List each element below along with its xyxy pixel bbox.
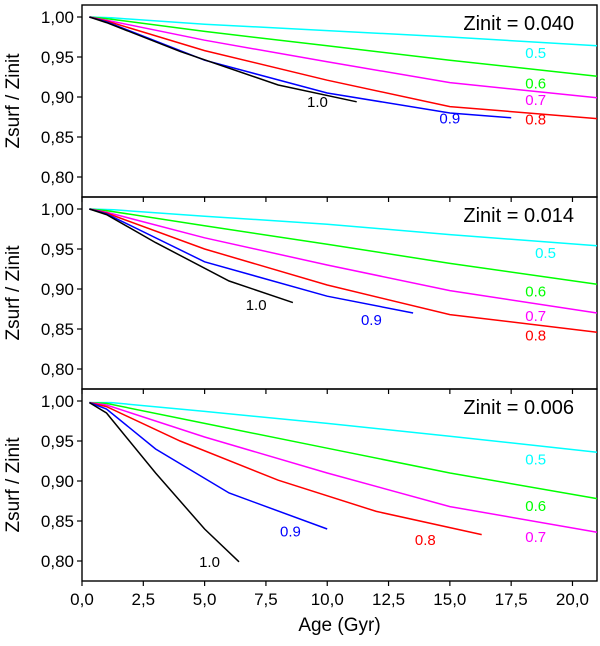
y-tick-label: 0,95 bbox=[41, 240, 74, 259]
y-tick-label: 0,85 bbox=[41, 512, 74, 531]
series-line-0-9 bbox=[89, 401, 328, 530]
series-line-1-0 bbox=[89, 16, 357, 103]
panel-frame bbox=[81, 388, 598, 582]
series-label-0-7: 0.7 bbox=[525, 308, 546, 325]
x-axis-label: Age (Gyr) bbox=[298, 615, 380, 636]
series-line-0-5 bbox=[89, 401, 598, 453]
y-tick-label: 0,80 bbox=[41, 360, 74, 379]
x-tick-label: 10,0 bbox=[311, 590, 344, 609]
series-line-0-6 bbox=[89, 208, 598, 285]
series-line-0-9 bbox=[89, 16, 512, 119]
y-axis-label: Zsurf / Zinit bbox=[3, 53, 24, 149]
y-tick-label: 0,85 bbox=[41, 128, 74, 147]
series-label-0-8: 0.8 bbox=[525, 327, 546, 344]
series-label-0-7: 0.7 bbox=[525, 529, 546, 546]
y-tick-label: 0,90 bbox=[41, 280, 74, 299]
series-label-0-5: 0.5 bbox=[525, 45, 546, 62]
series-label-0-6: 0.6 bbox=[525, 498, 546, 515]
series-label-0-5: 0.5 bbox=[525, 451, 546, 468]
x-tick-label: 20,0 bbox=[556, 590, 589, 609]
x-tick-label: 0,0 bbox=[70, 590, 94, 609]
y-tick-label: 0,90 bbox=[41, 88, 74, 107]
panel-title: Zinit = 0.040 bbox=[463, 13, 574, 35]
series-label-1-0: 1.0 bbox=[307, 94, 328, 111]
y-tick-label: 1,00 bbox=[41, 8, 74, 27]
y-tick-label: 0,80 bbox=[41, 552, 74, 571]
y-tick-label: 0,90 bbox=[41, 472, 74, 491]
y-tick-label: 1,00 bbox=[41, 392, 74, 411]
y-tick-label: 0,95 bbox=[41, 48, 74, 67]
x-tick-label: 2,5 bbox=[131, 590, 155, 609]
panel-1: 0,80 0,85 0,90 0,95 1,00 Zsurf / Zinit Zinit =… bbox=[3, 4, 598, 202]
panel-3: 0,80 0,85 0,90 0,95 1,00 Zsurf / Zinit Zinit =… bbox=[3, 388, 598, 586]
x-tick-label: 5,0 bbox=[193, 590, 217, 609]
series-label-0-9: 0.9 bbox=[280, 523, 301, 540]
series-line-0-8 bbox=[89, 401, 482, 536]
series-label-0-6: 0.6 bbox=[525, 75, 546, 92]
y-tick-label: 0,80 bbox=[41, 168, 74, 187]
series-line-1-0 bbox=[89, 401, 240, 563]
series-label-0-8: 0.8 bbox=[415, 532, 436, 549]
series-label-0-9: 0.9 bbox=[361, 312, 382, 329]
series-line-1-0 bbox=[89, 208, 294, 304]
y-axis-label: Zsurf / Zinit bbox=[3, 437, 24, 533]
series-label-1-0: 1.0 bbox=[199, 554, 220, 571]
y-tick-label: 1,00 bbox=[41, 200, 74, 219]
series-label-0-9: 0.9 bbox=[439, 111, 460, 128]
x-tick-label: 12,5 bbox=[372, 590, 405, 609]
y-tick-label: 0,95 bbox=[41, 432, 74, 451]
series-label-0-7: 0.7 bbox=[525, 92, 546, 109]
x-tick-label: 15,0 bbox=[433, 590, 466, 609]
y-tick-label: 0,85 bbox=[41, 320, 74, 339]
series-line-0-5 bbox=[89, 208, 598, 247]
series-line-0-6 bbox=[89, 401, 598, 500]
series-label-0-8: 0.8 bbox=[525, 111, 546, 128]
series-label-0-5: 0.5 bbox=[535, 245, 556, 262]
panel-title: Zinit = 0.006 bbox=[463, 397, 574, 419]
x-tick-label: 7,5 bbox=[254, 590, 278, 609]
series-line-0-6 bbox=[89, 16, 598, 77]
series-label-1-0: 1.0 bbox=[246, 297, 267, 314]
series-label-0-6: 0.6 bbox=[525, 283, 546, 300]
panel-title: Zinit = 0.014 bbox=[463, 205, 574, 227]
series-line-0-7 bbox=[89, 401, 598, 533]
x-tick-label: 17,5 bbox=[495, 590, 528, 609]
panel-2: 0,80 0,85 0,90 0,95 1,00 Zsurf / Zinit Zinit =… bbox=[3, 196, 598, 394]
y-axis-label: Zsurf / Zinit bbox=[3, 245, 24, 341]
series-line-0-5 bbox=[89, 16, 598, 47]
